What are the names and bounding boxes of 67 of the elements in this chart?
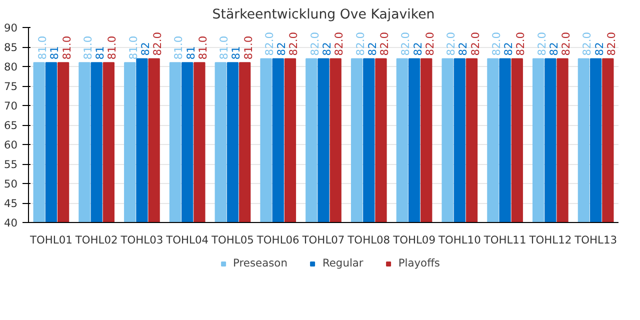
- x-tick-label: TOHL03: [120, 234, 164, 246]
- data-label: 82.0: [514, 32, 528, 56]
- data-label: 82.0: [580, 32, 594, 56]
- x-tick-label: TOHL09: [392, 234, 436, 246]
- data-label: 82: [275, 42, 288, 56]
- data-label: 82.0: [378, 32, 391, 56]
- legend-label: Regular: [322, 256, 364, 270]
- data-label: 82: [547, 42, 560, 56]
- y-tick-label: 85: [4, 41, 18, 54]
- data-label: 82.0: [423, 32, 436, 56]
- x-tick-label: TOHL02: [74, 234, 118, 246]
- data-label: 82.0: [468, 32, 482, 56]
- data-label: 82.0: [535, 32, 548, 56]
- data-label: 82: [411, 42, 424, 56]
- x-tick-label: TOHL07: [301, 234, 345, 246]
- y-tick-label: 65: [4, 119, 18, 132]
- y-tick-label: 80: [4, 60, 18, 74]
- data-label: 82: [138, 42, 152, 56]
- data-label: 81.0: [81, 36, 94, 60]
- data-label: 82.0: [444, 32, 458, 56]
- data-label: 82.0: [287, 32, 300, 56]
- data-label: 81.0: [218, 36, 231, 60]
- data-label: 82.0: [560, 32, 573, 56]
- legend-label: Preseason: [233, 256, 288, 270]
- y-tick-label: 60: [4, 138, 18, 152]
- data-label: 81.0: [196, 36, 210, 60]
- data-label: 81: [230, 46, 243, 60]
- data-label: 82.0: [151, 32, 164, 56]
- data-label: 81.0: [126, 36, 140, 60]
- data-label: 82: [592, 42, 606, 56]
- data-label: 81.0: [242, 36, 255, 60]
- x-tick-label: TOHL04: [165, 234, 209, 246]
- x-tick-label: TOHL11: [482, 234, 526, 246]
- data-label: 82: [502, 42, 516, 56]
- data-label: 82.0: [308, 32, 322, 56]
- data-label: 81: [94, 46, 107, 60]
- data-label: 82.0: [354, 32, 367, 56]
- y-tick-label: 70: [4, 100, 18, 112]
- data-label: 81.0: [36, 36, 50, 60]
- y-tick-label: 90: [4, 22, 18, 34]
- data-label: 81: [48, 46, 62, 60]
- data-label: 82: [456, 42, 470, 56]
- data-label: 82.0: [332, 32, 346, 56]
- y-tick-label: 50: [4, 178, 18, 190]
- y-tick-label: 75: [4, 80, 18, 93]
- data-label: 81.0: [60, 36, 74, 60]
- x-tick-label: TOHL06: [256, 234, 300, 246]
- data-label: 81.0: [172, 36, 186, 60]
- x-tick-label: TOHL01: [28, 234, 72, 246]
- chart-title: Stärkeentwicklung Ove Kajaviken: [212, 8, 435, 22]
- data-label: 82: [366, 42, 379, 56]
- data-label: 81: [184, 46, 198, 60]
- x-tick-label: TOHL10: [437, 234, 482, 246]
- data-label: 81.0: [106, 36, 119, 60]
- data-label: 82.0: [399, 32, 412, 56]
- data-label: 82.0: [604, 32, 618, 56]
- x-tick-label: TOHL08: [346, 234, 390, 246]
- y-tick-label: 55: [4, 158, 18, 171]
- y-tick-label: 40: [4, 216, 18, 230]
- data-label: 82: [320, 42, 334, 56]
- x-tick-label: TOHL05: [210, 234, 254, 246]
- x-tick-label: TOHL13: [574, 234, 618, 246]
- data-label: 82.0: [263, 32, 276, 56]
- y-tick-label: 45: [4, 197, 18, 210]
- legend-label: Playoffs: [398, 256, 440, 270]
- data-label: 82.0: [490, 32, 503, 56]
- x-tick-label: TOHL12: [528, 234, 572, 246]
